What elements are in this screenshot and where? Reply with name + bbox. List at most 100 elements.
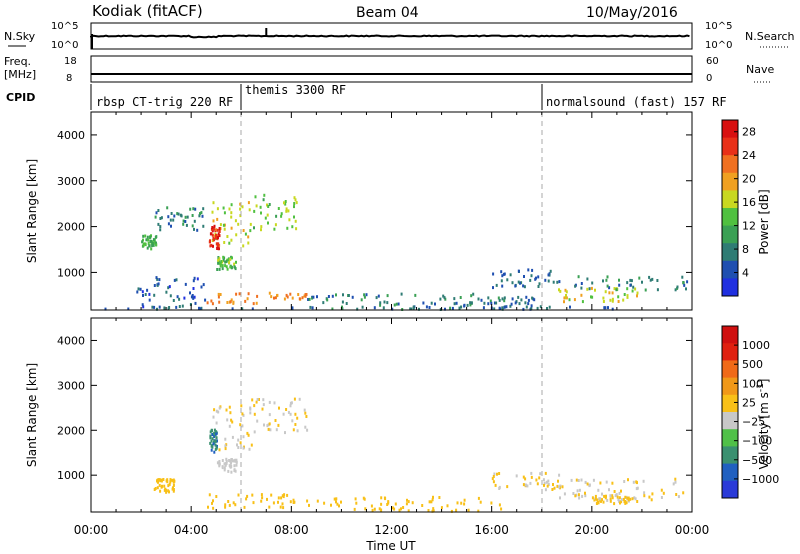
freq-label: Freq. — [4, 55, 31, 68]
data-cell — [194, 301, 197, 305]
data-cell — [165, 290, 168, 294]
data-cell — [250, 443, 253, 447]
data-cell — [594, 288, 596, 292]
data-cell — [539, 305, 542, 309]
data-cell — [450, 509, 453, 513]
data-cell — [234, 267, 237, 271]
data-cell — [200, 306, 203, 310]
data-cell — [501, 297, 504, 301]
data-cell — [218, 247, 220, 251]
data-cell — [247, 235, 250, 239]
data-cell — [609, 497, 612, 501]
data-cell — [239, 207, 242, 211]
data-cell — [336, 502, 339, 506]
y-tick-label: 4000 — [57, 334, 85, 347]
data-cell — [577, 479, 580, 482]
data-cell — [600, 499, 602, 503]
data-cell — [184, 282, 187, 286]
data-cell — [209, 441, 212, 445]
data-cell — [492, 480, 495, 484]
data-cell — [584, 480, 587, 484]
data-cell — [229, 257, 232, 261]
data-cell — [218, 464, 221, 468]
data-cell — [312, 295, 315, 299]
nave-label: Nave — [746, 63, 774, 76]
data-cell — [165, 490, 168, 494]
data-cell — [146, 246, 149, 250]
data-cell — [223, 241, 226, 244]
data-cell — [432, 507, 435, 511]
data-cell — [296, 429, 299, 433]
data-cell — [531, 296, 534, 300]
data-cell — [234, 219, 237, 223]
data-cell — [604, 290, 607, 294]
data-cell — [253, 412, 256, 416]
data-cell — [223, 227, 226, 231]
data-cell — [231, 256, 233, 260]
data-cell — [527, 268, 530, 272]
data-cell — [581, 300, 584, 304]
data-cell — [626, 496, 629, 500]
data-cell — [247, 241, 250, 245]
data-cell — [223, 462, 226, 466]
data-cell — [219, 262, 222, 266]
colorbar-swatch — [722, 326, 738, 344]
data-cell — [225, 457, 228, 461]
data-cell — [570, 478, 573, 482]
data-cell — [147, 238, 150, 242]
power-x-ticks — [90, 112, 693, 310]
data-cell — [189, 291, 191, 295]
data-cell — [353, 507, 356, 511]
data-cell — [260, 493, 263, 497]
data-cell — [483, 301, 486, 305]
data-cell — [228, 261, 230, 265]
data-cell — [229, 265, 232, 269]
data-cell — [235, 233, 238, 237]
colorbar-tick-label: −25 — [742, 416, 765, 429]
data-cell — [537, 275, 540, 279]
data-cell — [683, 283, 686, 287]
colorbar-swatch — [722, 225, 738, 244]
data-cell — [514, 284, 517, 288]
data-cell — [611, 481, 614, 485]
colorbar-tick-label: −500 — [742, 454, 772, 467]
data-cell — [411, 501, 414, 505]
data-cell — [223, 211, 226, 215]
colorbar-tick-label: 25 — [742, 396, 756, 409]
data-cell — [563, 492, 566, 496]
plot-title: Kodiak (fitACF) — [92, 2, 203, 20]
data-cell — [171, 487, 174, 491]
data-cell — [430, 500, 433, 504]
data-cell — [306, 499, 309, 503]
data-cell — [294, 219, 297, 223]
data-cell — [202, 283, 205, 287]
data-cell — [246, 297, 249, 301]
data-cell — [236, 443, 238, 447]
data-cell — [316, 295, 318, 299]
data-cell — [268, 291, 271, 295]
data-cell — [154, 215, 157, 219]
data-cell — [293, 215, 295, 219]
data-cell — [322, 301, 325, 305]
data-cell — [289, 292, 292, 296]
data-cell — [201, 214, 204, 218]
data-cell — [253, 226, 255, 230]
data-cell — [212, 442, 215, 446]
data-cell — [211, 302, 214, 306]
data-cell — [215, 430, 218, 434]
data-cell — [301, 296, 304, 300]
data-cell — [160, 216, 163, 220]
data-cell — [229, 460, 232, 464]
data-cell — [211, 501, 213, 505]
data-cell — [273, 227, 276, 231]
data-cell — [218, 460, 221, 463]
data-cell — [183, 296, 186, 300]
data-cell — [672, 482, 675, 486]
data-cell — [444, 297, 447, 301]
data-cell — [530, 471, 533, 475]
data-cell — [517, 269, 520, 273]
data-cell — [642, 479, 645, 483]
data-cell — [225, 408, 228, 412]
data-cell — [490, 501, 493, 505]
data-cell — [144, 293, 147, 296]
